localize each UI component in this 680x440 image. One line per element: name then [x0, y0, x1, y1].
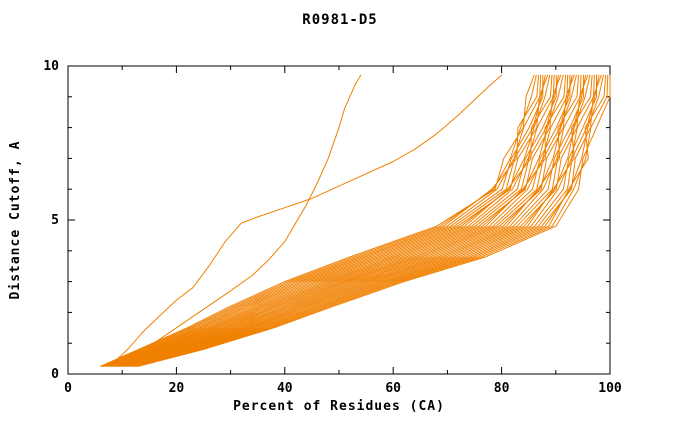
model-curve [111, 74, 557, 367]
model-curve [121, 74, 577, 367]
model-curve [101, 74, 537, 367]
outlier-curve [110, 74, 503, 366]
model-curve [112, 74, 559, 367]
model-curve [127, 74, 591, 367]
model-curve [119, 74, 573, 367]
model-curve [120, 74, 575, 367]
model-curve [104, 74, 544, 367]
model-curve [136, 74, 609, 367]
model-curve [105, 74, 546, 367]
y-tick-label: 0 [51, 367, 59, 382]
x-tick-label: 0 [64, 381, 72, 396]
model-curve [130, 74, 595, 367]
y-tick-label: 10 [43, 59, 59, 74]
x-tick-label: 80 [494, 381, 510, 396]
x-tick-label: 60 [385, 381, 401, 396]
x-tick-label: 100 [598, 381, 622, 396]
model-curve [114, 74, 564, 367]
x-tick-label: 40 [277, 381, 293, 396]
model-curve [124, 74, 584, 367]
model-curve [103, 74, 542, 367]
model-curve [133, 74, 602, 367]
outlier-curve [121, 74, 362, 366]
model-curve [134, 74, 604, 367]
model-curve [113, 74, 562, 367]
y-axis-label: Distance Cutoff, A [8, 140, 23, 300]
model-curve [132, 74, 600, 367]
model-curve [125, 74, 587, 367]
x-tick-label: 20 [169, 381, 185, 396]
y-tick-label: 5 [51, 213, 59, 228]
model-curve [131, 74, 597, 367]
model-curve [126, 74, 589, 367]
model-curve [138, 74, 611, 367]
model-curve [106, 74, 549, 367]
model-curve [110, 74, 555, 367]
model-curve [102, 74, 539, 367]
model-curve [123, 74, 582, 367]
model-curve [122, 74, 580, 367]
model-curve [107, 74, 551, 367]
model-curve [117, 74, 571, 367]
x-axis-label: Percent of Residues (CA) [233, 399, 445, 414]
chart-title: R0981-D5 [302, 12, 378, 28]
model-curve [116, 74, 569, 367]
model-curve [100, 74, 535, 367]
